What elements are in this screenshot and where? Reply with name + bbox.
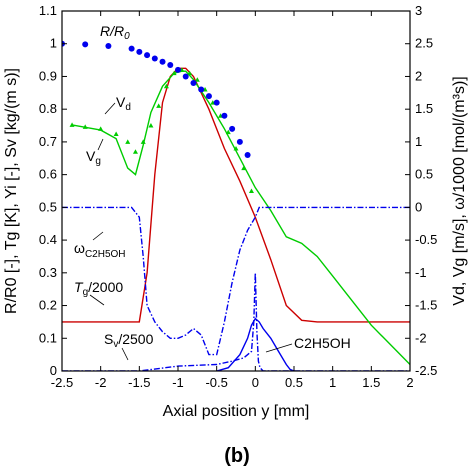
annotation-r-over-r0: R/R0	[100, 23, 130, 42]
x-tick-label: -1	[172, 375, 184, 390]
x-tick-label: -0.5	[205, 375, 227, 390]
data-point	[151, 55, 158, 62]
data-point	[69, 122, 75, 127]
plot-frame	[61, 10, 411, 372]
y-right-tick-label: 0.5	[415, 167, 433, 182]
data-point	[140, 139, 146, 144]
data-point	[125, 139, 131, 144]
x-tick-label: 2	[406, 375, 413, 390]
data-point	[82, 41, 89, 48]
y-right-tick-label: 1	[415, 134, 422, 149]
series-5-blue-solid	[216, 317, 295, 371]
leader-tg	[89, 294, 105, 306]
data-point	[156, 103, 162, 108]
y-right-tick-label: -1.5	[415, 298, 437, 313]
y-right-tick-label: 0	[415, 199, 422, 214]
data-point	[198, 86, 205, 93]
plot-area	[62, 11, 410, 371]
data-point	[241, 165, 247, 171]
data-point	[98, 126, 104, 131]
series-6-blue-dashdot	[62, 272, 410, 371]
annotation-c2h5oh: C2H5OH	[294, 335, 351, 351]
y-left-tick-label: 0.3	[39, 265, 57, 280]
y-right-tick-label: -2	[415, 330, 427, 345]
x-tick-label: 0.5	[285, 375, 303, 390]
x-tick-label: 0	[252, 375, 259, 390]
annotation-tg: Tg/2000	[74, 279, 123, 298]
y-axis-label-right: Vd, Vg [m/s], ω/1000 [mol/(m³s)]	[451, 76, 468, 305]
y-right-tick-label: 3	[415, 3, 422, 18]
data-point	[248, 188, 254, 193]
series-0-red-solid	[62, 67, 410, 323]
y-left-tick-label: 0.8	[39, 101, 57, 116]
y-left-tick-label: 0.6	[39, 167, 57, 182]
data-point	[236, 138, 243, 145]
y-right-tick-label: 1.5	[415, 101, 433, 116]
x-axis-label: Axial position y [mm]	[163, 403, 310, 420]
y-left-tick-label: 0.2	[39, 298, 57, 313]
data-point	[113, 131, 119, 137]
leader-omega	[92, 231, 104, 241]
y-left-tick-label: 0	[50, 363, 57, 378]
data-point	[82, 124, 88, 129]
y-right-tick-label: -0.5	[415, 232, 437, 247]
y-left-tick-label: 1.1	[39, 3, 57, 18]
x-tick-label: -1.5	[128, 375, 150, 390]
y-left-tick-label: 0.7	[39, 134, 57, 149]
annotation-sv: Sv/2500	[104, 331, 154, 350]
data-point	[229, 125, 236, 132]
y-right-tick-label: -2.5	[415, 363, 437, 378]
data-point	[132, 149, 138, 154]
annotation-vg: Vg	[86, 148, 101, 167]
data-point	[163, 83, 169, 89]
data-point	[144, 52, 151, 59]
y-right-tick-label: -1	[415, 265, 427, 280]
leader-sv	[121, 347, 129, 361]
data-point	[128, 45, 135, 52]
data-point	[213, 99, 220, 106]
data-point	[167, 62, 174, 68]
data-point	[182, 73, 189, 80]
x-tick-label: -2	[95, 375, 107, 390]
y-right-tick-label: 2	[415, 68, 422, 83]
data-point	[194, 77, 200, 82]
y-left-tick-label: 0.4	[39, 232, 57, 247]
leader-vd	[104, 102, 116, 115]
data-point	[159, 58, 166, 65]
data-point	[187, 70, 193, 76]
y-left-tick-label: 0.5	[39, 199, 57, 214]
y-left-tick-label: 0.9	[39, 68, 57, 83]
y-right-tick-label: 2.5	[415, 36, 433, 51]
data-point	[105, 43, 112, 50]
series-4-blue-dashdot	[62, 206, 410, 356]
data-point	[244, 152, 251, 158]
panel-label: (b)	[224, 445, 250, 467]
data-point	[225, 129, 231, 135]
series-3-blue-dots	[62, 40, 251, 158]
data-point	[190, 80, 197, 86]
data-point	[233, 145, 239, 151]
y-left-tick-label: 0.1	[39, 330, 57, 345]
y-axis-label-left: R/R0 [-], Tg [K], Yi [-], Sv [kg/(m s)]	[3, 68, 20, 314]
y-left-tick-label: 1	[50, 36, 57, 51]
data-point	[136, 48, 143, 55]
x-tick-label: 1.5	[362, 375, 380, 390]
x-tick-label: 1	[329, 375, 336, 390]
annotation-vd: Vd	[116, 94, 131, 113]
annotation-omega: ωC2H5OH	[74, 240, 126, 260]
leader-c2h5oh	[265, 343, 293, 353]
data-point	[148, 123, 154, 128]
data-point	[205, 93, 212, 100]
x-tick-label: -2.5	[51, 375, 73, 390]
data-point	[175, 66, 181, 73]
data-point	[171, 70, 177, 76]
data-point	[221, 112, 228, 119]
leader-vg	[97, 138, 104, 151]
